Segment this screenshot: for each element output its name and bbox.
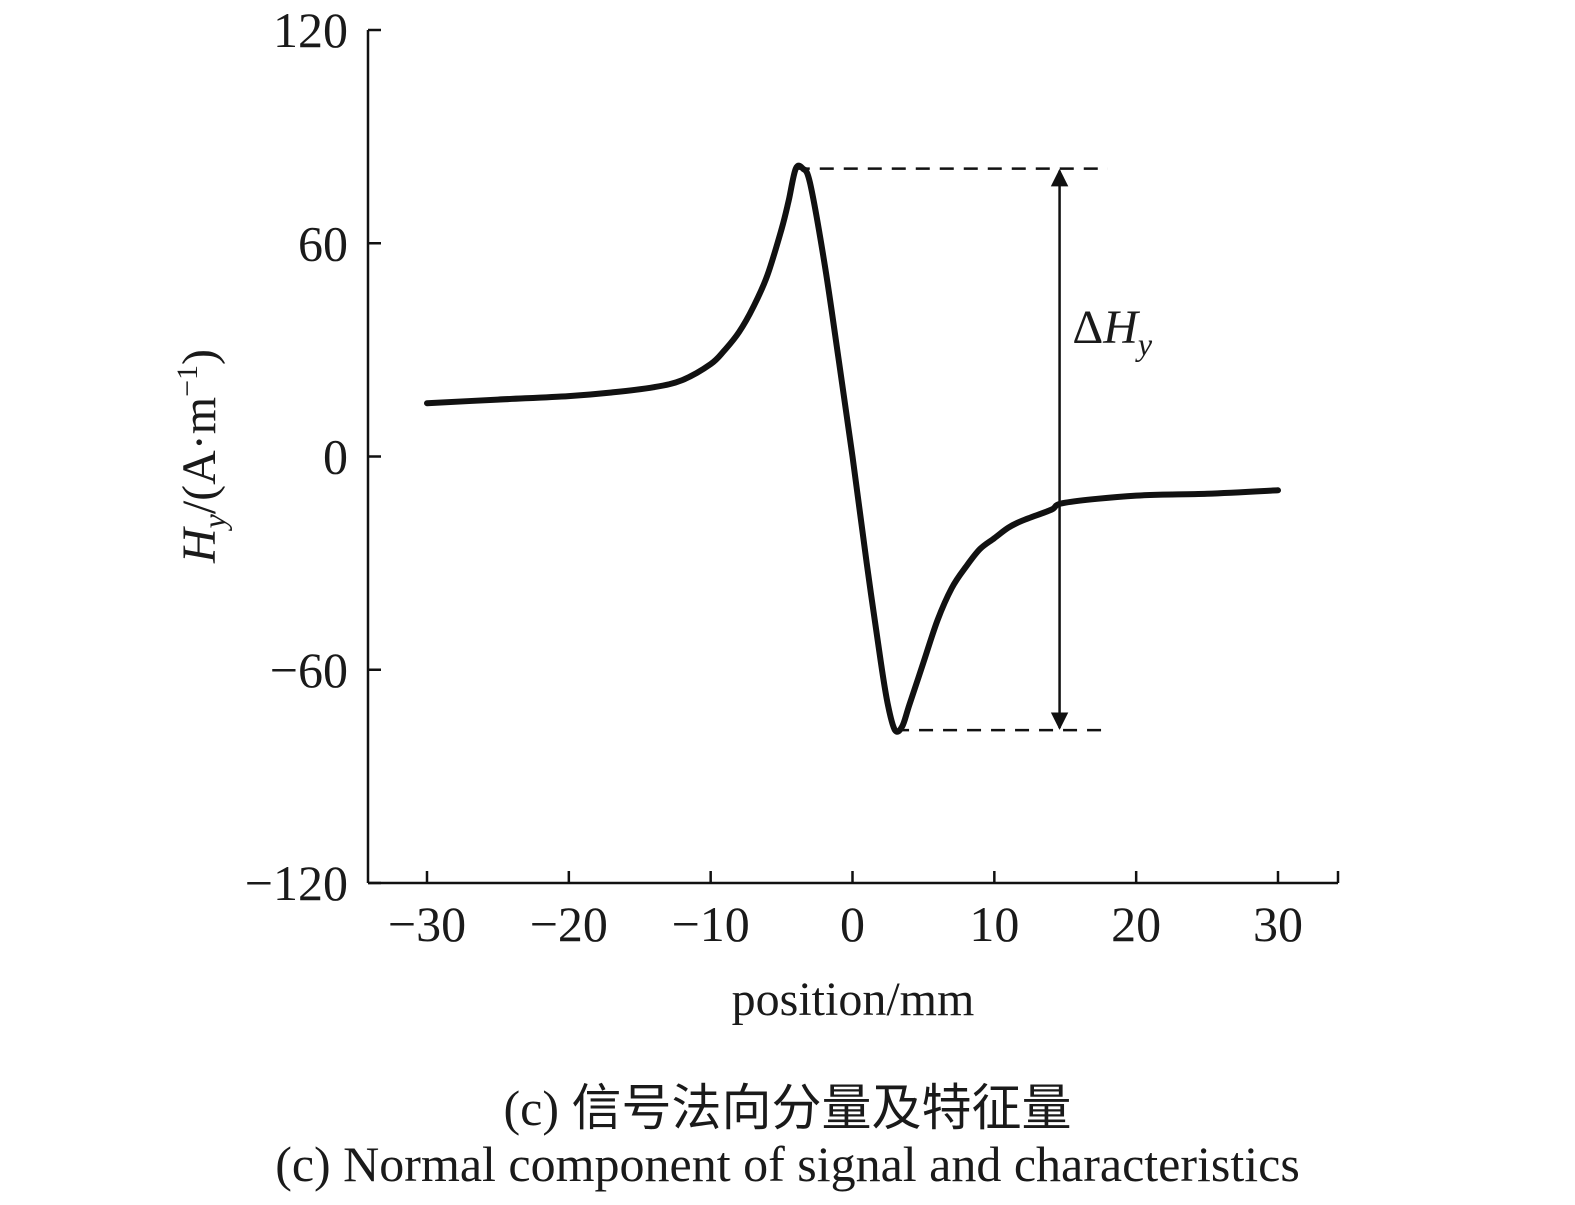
x-tick-label: −20 xyxy=(530,896,608,952)
x-axis-label: position/mm xyxy=(732,973,975,1026)
x-tick-label: 0 xyxy=(840,896,865,952)
x-tick-label: 10 xyxy=(969,896,1019,952)
y-tick-label: −120 xyxy=(245,855,348,911)
y-axis-label: Hy/(A·m−1) xyxy=(171,349,232,564)
figure-caption-chinese: (c) 信号法向分量及特征量 xyxy=(503,1080,1072,1136)
delta-hy-label: ΔHy xyxy=(1072,301,1153,362)
series-line xyxy=(424,162,1281,735)
y-tick-label: −60 xyxy=(270,642,348,698)
y-tick-label: 60 xyxy=(298,215,348,271)
y-tick-label: 120 xyxy=(273,2,348,58)
x-tick-label: −30 xyxy=(388,896,466,952)
x-tick-label: 20 xyxy=(1111,896,1161,952)
x-tick-label: −10 xyxy=(672,896,750,952)
figure-caption-english: (c) Normal component of signal and chara… xyxy=(275,1136,1300,1192)
y-tick-label: 0 xyxy=(323,429,348,485)
x-tick-label: 30 xyxy=(1253,896,1303,952)
